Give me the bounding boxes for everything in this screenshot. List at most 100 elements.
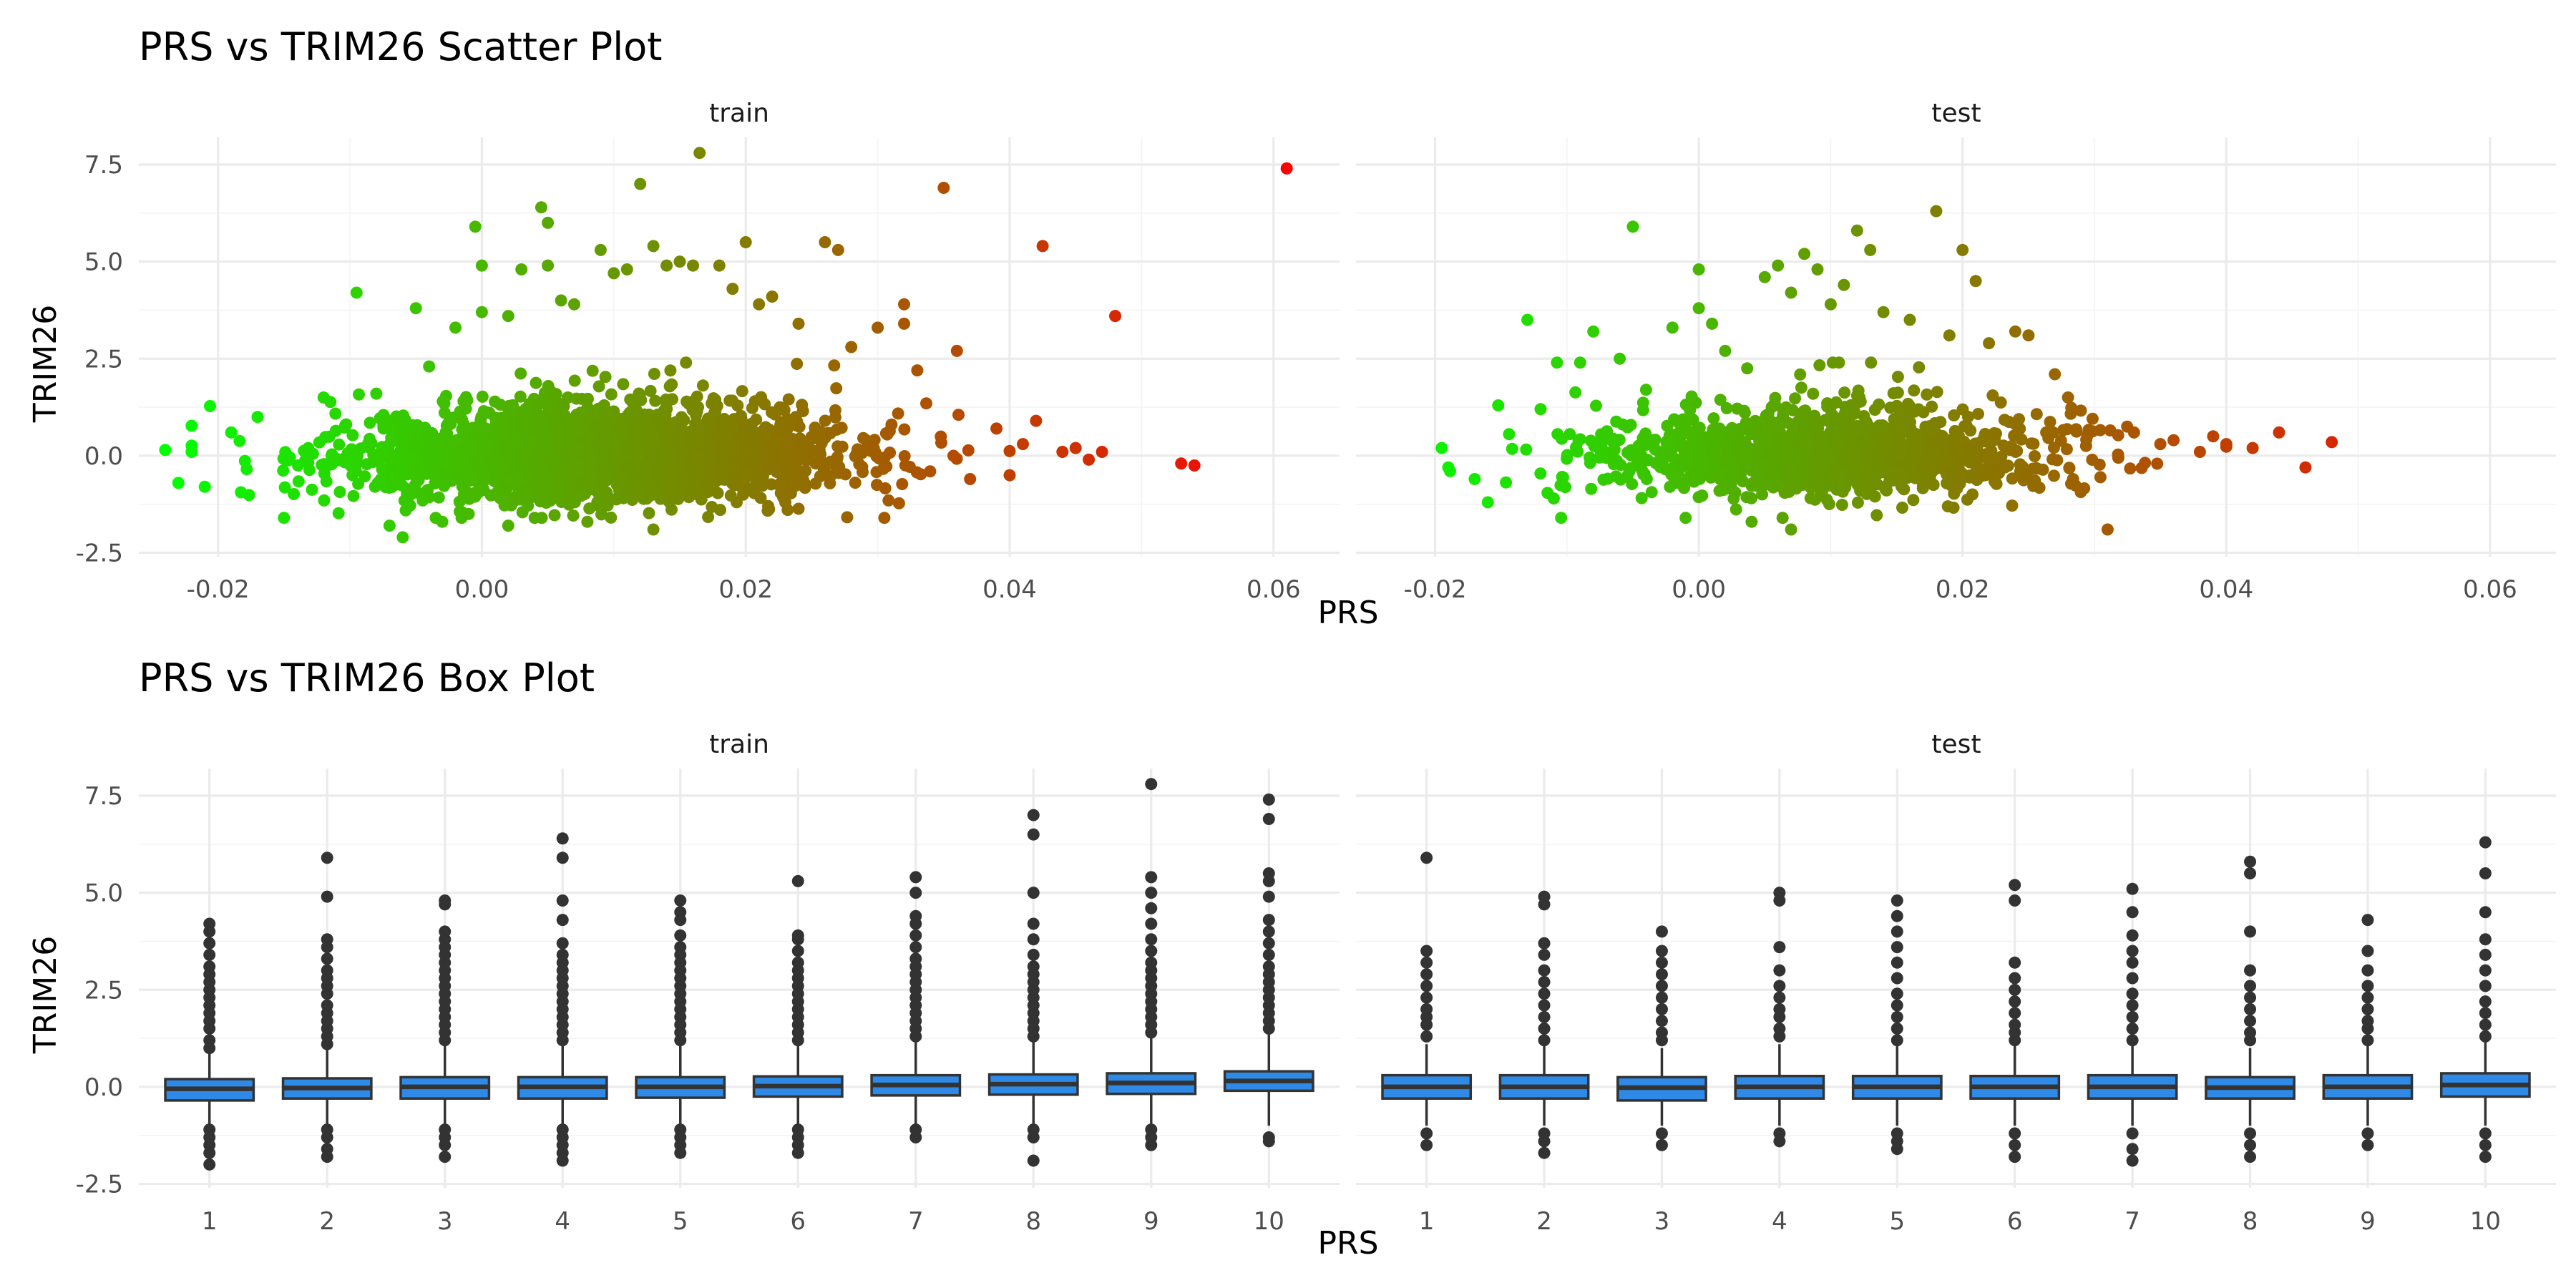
scatter-point <box>757 424 770 436</box>
scatter-point <box>2127 426 2140 439</box>
outlier-point <box>1145 1138 1158 1151</box>
scatter-point <box>605 511 618 524</box>
scatter-point <box>1887 387 1900 400</box>
scatter-point <box>1888 413 1901 426</box>
scatter-point <box>441 468 454 480</box>
scatter-point <box>877 462 889 475</box>
scatter-point <box>1692 263 1705 275</box>
scatter-point <box>1962 411 1974 423</box>
scatter-point <box>341 447 354 459</box>
scatter-point <box>389 450 401 463</box>
scatter-point <box>2009 418 2021 431</box>
box-5 <box>635 894 726 1159</box>
outlier-point <box>2126 929 2139 942</box>
scatter-point <box>386 435 399 448</box>
outlier-point <box>1538 1146 1551 1159</box>
scatter-point <box>1983 337 1996 350</box>
scatter-point <box>1737 404 1750 417</box>
outlier-point <box>1890 987 1903 1000</box>
scatter-point <box>2299 461 2312 474</box>
scatter-point <box>563 418 576 431</box>
scatter-point <box>1798 248 1811 260</box>
scatter-point <box>2135 462 2148 474</box>
scatter-point <box>1745 492 1758 504</box>
scatter-point <box>819 460 831 473</box>
scatter-point <box>1720 402 1733 414</box>
outlier-point <box>2479 980 2492 992</box>
scatter-point <box>421 432 434 445</box>
scatter-point <box>693 449 706 462</box>
scatter-point <box>753 298 766 311</box>
outlier-point <box>1145 933 1158 946</box>
outlier-point <box>2244 991 2257 1004</box>
scatter-point <box>1911 438 1924 450</box>
scatter-point <box>474 414 487 426</box>
box-y-axis-title: TRIM26 <box>27 936 64 1054</box>
scatter-point <box>1780 401 1792 414</box>
scatter-point <box>1740 416 1752 429</box>
scatter-point <box>396 531 409 544</box>
scatter-point <box>1966 488 1979 501</box>
scatter-point <box>645 485 658 498</box>
scatter-point <box>1687 475 1700 488</box>
scatter-point <box>1547 492 1560 505</box>
scatter-point <box>2101 523 2114 536</box>
scatter-point <box>683 484 695 497</box>
scatter-point <box>398 449 411 462</box>
scatter-point <box>1846 446 1859 459</box>
scatter-point <box>831 243 844 256</box>
scatter-point <box>599 499 612 512</box>
scatter-point <box>475 306 488 318</box>
scatter-point <box>395 416 408 429</box>
scatter-point <box>235 486 248 499</box>
scatter-point <box>774 416 787 429</box>
scatter-point <box>489 474 502 487</box>
scatter-point <box>624 406 637 419</box>
outlier-point <box>1145 778 1158 791</box>
outlier-point <box>1890 956 1903 969</box>
scatter-point <box>792 502 805 515</box>
scatter-point <box>504 401 517 414</box>
y-tick-label: 5.0 <box>84 248 123 277</box>
scatter-point <box>1808 421 1821 433</box>
outlier-point <box>2479 964 2492 977</box>
outlier-point <box>1890 925 1903 938</box>
scatter-point <box>1693 421 1706 434</box>
y-tick-label: 7.5 <box>84 782 123 811</box>
x-tick-label: 6 <box>2007 1207 2023 1236</box>
x-tick-label: 1 <box>202 1207 218 1236</box>
outlier-point <box>791 956 804 969</box>
outlier-point <box>1890 972 1903 985</box>
outlier-point <box>2244 1151 2257 1163</box>
scatter-point <box>1635 492 1648 504</box>
scatter-point <box>683 436 696 449</box>
scatter-point <box>896 478 909 490</box>
scatter-point <box>279 446 292 459</box>
outlier-point <box>556 894 569 907</box>
scatter-point <box>1946 467 1958 479</box>
scatter-point <box>1714 468 1727 481</box>
x-tick-label: 10 <box>1254 1207 1284 1236</box>
scatter-point <box>620 263 633 275</box>
x-tick-label: 9 <box>1143 1207 1159 1236</box>
scatter-point <box>1758 270 1771 283</box>
scatter-point <box>1994 396 2007 409</box>
scatter-point <box>736 385 748 398</box>
outlier-point <box>2361 1002 2374 1015</box>
outlier-point <box>791 929 804 942</box>
outlier-point <box>321 852 333 864</box>
scatter-point <box>1789 478 1802 491</box>
scatter-point <box>714 504 726 517</box>
outlier-point <box>1145 902 1158 914</box>
scatter-point <box>809 477 822 490</box>
scatter-point <box>548 509 561 522</box>
scatter-point <box>779 496 791 509</box>
scatter-point <box>494 399 507 411</box>
scatter-point <box>937 182 950 194</box>
scatter-point <box>1878 431 1890 444</box>
outlier-point <box>1655 1127 1668 1140</box>
outlier-point <box>2126 956 2139 969</box>
scatter-point <box>519 448 532 461</box>
outlier-point <box>556 1154 569 1167</box>
